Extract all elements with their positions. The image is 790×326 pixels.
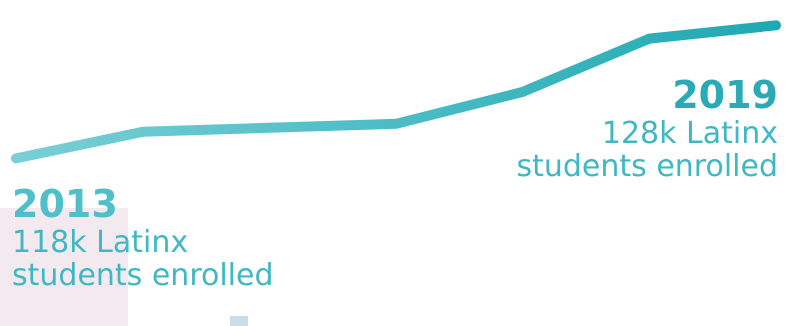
annotation-line1-2013: 118k Latinx — [12, 224, 189, 260]
annotation-2013: 2013 118k Latinx students enrolled — [12, 183, 274, 293]
decorative-background-block — [0, 208, 128, 326]
annotation-year-2019: 2019 — [672, 73, 778, 117]
series-line-0 — [11, 20, 781, 164]
decorative-shape — [230, 316, 248, 326]
annotation-line2-2013: students enrolled — [12, 258, 274, 294]
annotation-line2-2019: students enrolled — [516, 149, 778, 185]
annotation-2019: 2019 128k Latinx students enrolled — [516, 74, 778, 184]
annotation-line1-2019: 128k Latinx — [601, 115, 778, 151]
annotation-year-2013: 2013 — [12, 182, 118, 226]
